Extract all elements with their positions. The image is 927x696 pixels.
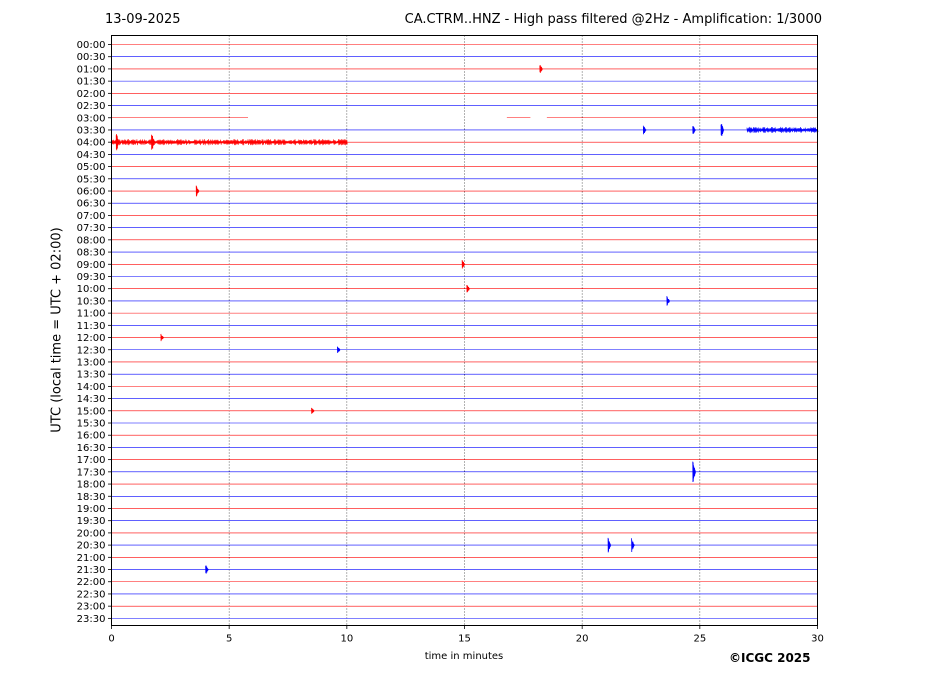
grid-lines <box>228 35 701 626</box>
x-tick-label: 10 <box>340 634 353 645</box>
seismic-event <box>692 461 696 483</box>
x-tick-label: 15 <box>458 634 471 645</box>
y-tick-label: 22:00 <box>77 577 106 588</box>
x-tick-label: 5 <box>226 634 232 645</box>
y-tick-label: 19:30 <box>77 516 106 527</box>
y-tick-label: 12:00 <box>77 333 106 344</box>
y-tick-label: 23:30 <box>77 614 106 625</box>
y-tick-label: 23:00 <box>77 602 106 613</box>
y-tick-label: 07:00 <box>77 211 106 222</box>
seismic-event <box>666 296 670 306</box>
y-tick-label: 13:30 <box>77 370 106 381</box>
chart-title: CA.CTRM..HNZ - High pass filtered @2Hz -… <box>404 12 822 27</box>
y-tick-label: 11:00 <box>77 309 106 320</box>
y-tick-label: 05:00 <box>77 162 106 173</box>
seismic-event <box>466 285 470 293</box>
x-tick-label: 25 <box>693 634 706 645</box>
y-tick-label: 05:30 <box>77 174 106 185</box>
y-tick-label: 15:00 <box>77 406 106 417</box>
y-tick-label: 15:30 <box>77 419 106 430</box>
date-label: 13-09-2025 <box>105 12 181 27</box>
y-tick-label: 08:30 <box>77 248 106 259</box>
seismic-event <box>160 333 164 342</box>
y-tick-label: 04:00 <box>77 138 106 149</box>
y-tick-label: 02:00 <box>77 89 106 100</box>
y-tick-label: 09:00 <box>77 260 106 271</box>
x-tick-label: 20 <box>576 634 589 645</box>
seismic-event <box>205 565 209 574</box>
y-tick-label: 06:00 <box>77 187 106 198</box>
y-tick-label: 14:30 <box>77 394 106 405</box>
x-axis-ticks: 0 5 10 15 20 25 30 <box>108 625 824 645</box>
y-tick-label: 18:30 <box>77 492 106 503</box>
y-tick-label: 18:00 <box>77 480 106 491</box>
seismic-event <box>720 123 725 136</box>
y-tick-label: 03:30 <box>77 125 106 136</box>
y-tick-label: 13:00 <box>77 357 106 368</box>
y-tick-label: 12:30 <box>77 345 106 356</box>
y-tick-label: 11:30 <box>77 321 106 332</box>
y-tick-label: 16:30 <box>77 443 106 454</box>
y-tick-label: 10:00 <box>77 284 106 295</box>
y-tick-label: 00:00 <box>77 40 106 51</box>
seismic-event <box>311 407 315 414</box>
seismic-event <box>692 126 696 134</box>
plot-frame <box>111 35 818 626</box>
y-tick-label: 01:00 <box>77 64 106 75</box>
y-tick-label: 08:00 <box>77 235 106 246</box>
y-tick-label: 00:30 <box>77 52 106 63</box>
noise-segment <box>111 139 348 146</box>
seismic-event <box>151 134 155 150</box>
y-tick-label: 19:00 <box>77 504 106 515</box>
y-tick-label: 20:30 <box>77 541 106 552</box>
seismic-event <box>115 134 120 151</box>
y-tick-label: 21:30 <box>77 565 106 576</box>
seismic-event <box>539 64 543 73</box>
y-tick-label: 02:30 <box>77 101 106 112</box>
y-tick-label: 10:30 <box>77 296 106 307</box>
seismic-event <box>337 346 341 353</box>
seismic-traces <box>111 44 819 619</box>
y-tick-label: 21:00 <box>77 553 106 564</box>
copyright-label: ©ICGC 2025 <box>729 651 811 665</box>
y-axis-label: UTC (local time = UTC + 02:00) <box>49 227 65 433</box>
y-tick-label: 16:00 <box>77 431 106 442</box>
seismic-event <box>461 260 466 269</box>
noise-segment <box>746 126 819 134</box>
seismic-event <box>195 185 200 197</box>
seismic-event <box>642 125 647 135</box>
y-tick-label: 17:30 <box>77 467 106 478</box>
y-tick-label: 04:30 <box>77 150 106 161</box>
seismic-event <box>607 537 612 553</box>
y-tick-label: 06:30 <box>77 199 106 210</box>
y-tick-label: 01:30 <box>77 77 106 88</box>
y-tick-label: 07:30 <box>77 223 106 234</box>
y-tick-label: 17:00 <box>77 455 106 466</box>
y-tick-label: 22:30 <box>77 589 106 600</box>
y-tick-label: 03:00 <box>77 113 106 124</box>
y-tick-label: 20:00 <box>77 528 106 539</box>
x-tick-label: 0 <box>108 634 114 645</box>
y-tick-label: 09:30 <box>77 272 106 283</box>
x-tick-label: 30 <box>811 634 824 645</box>
seismic-event <box>631 538 635 552</box>
y-tick-label: 14:00 <box>77 382 106 393</box>
x-axis-label: time in minutes <box>424 651 504 662</box>
